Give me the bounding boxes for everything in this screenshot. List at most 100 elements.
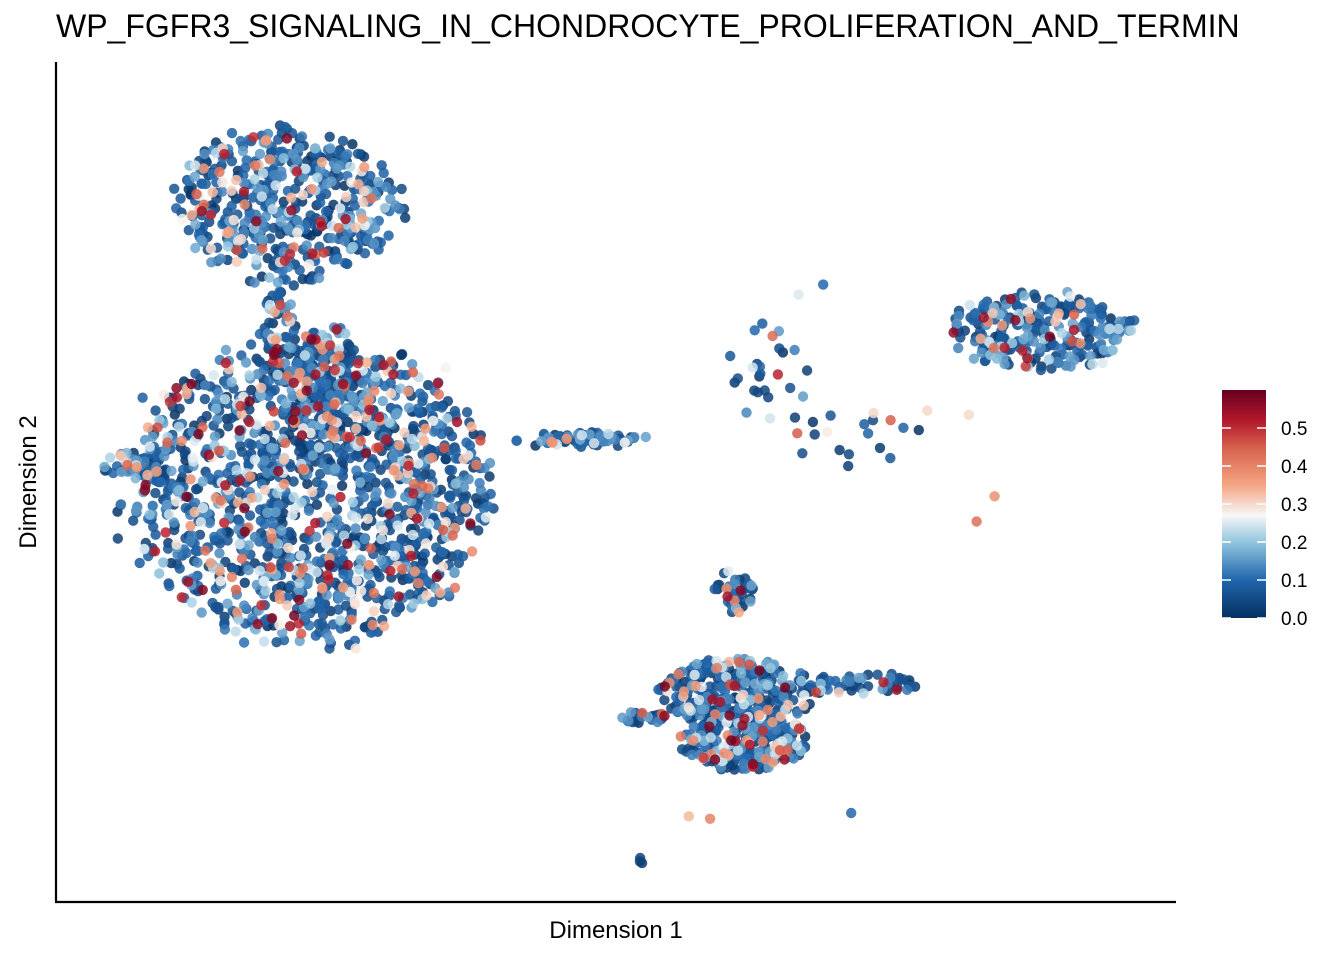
data-point — [288, 280, 299, 291]
data-point — [223, 226, 235, 237]
data-point — [683, 811, 694, 822]
data-point — [160, 527, 171, 538]
data-point — [1085, 300, 1096, 312]
data-point — [296, 430, 308, 441]
data-point — [292, 358, 303, 369]
data-point — [419, 548, 430, 559]
data-point — [698, 752, 709, 763]
data-point — [330, 463, 341, 474]
data-point — [392, 501, 403, 512]
data-point — [357, 377, 368, 389]
data-point — [231, 256, 242, 267]
data-point — [386, 488, 397, 499]
data-point — [294, 594, 305, 605]
data-point — [385, 193, 396, 205]
data-point — [740, 677, 751, 688]
data-point — [363, 559, 375, 571]
data-point — [183, 576, 194, 587]
data-point — [366, 420, 378, 431]
data-point — [335, 623, 347, 634]
data-point — [369, 354, 381, 366]
data-point — [797, 448, 808, 459]
data-point — [181, 491, 192, 502]
data-point — [440, 362, 451, 373]
data-point — [249, 558, 260, 569]
data-point — [953, 310, 964, 321]
data-point — [729, 764, 740, 775]
data-point — [104, 452, 116, 463]
data-point — [988, 342, 999, 354]
data-point — [431, 571, 442, 583]
data-point — [352, 148, 364, 159]
data-point — [280, 274, 291, 285]
data-point — [337, 582, 349, 593]
data-point — [691, 658, 703, 670]
data-point — [447, 502, 458, 514]
data-point — [791, 740, 803, 751]
data-point — [245, 339, 257, 350]
data-point — [258, 636, 270, 647]
data-point — [393, 591, 404, 602]
data-point — [437, 547, 448, 558]
data-point — [241, 155, 252, 166]
data-point — [196, 206, 207, 217]
data-point — [1046, 363, 1057, 374]
data-point — [640, 431, 651, 443]
data-point — [458, 482, 470, 493]
data-point — [331, 163, 342, 174]
data-point — [304, 525, 315, 537]
data-point — [319, 361, 330, 372]
data-point — [350, 523, 361, 534]
data-point — [230, 626, 241, 637]
data-point — [204, 517, 215, 529]
data-point — [203, 449, 215, 460]
data-point — [337, 135, 349, 147]
data-point — [169, 524, 180, 536]
data-point — [617, 712, 628, 723]
data-point — [296, 628, 307, 639]
data-point — [292, 215, 303, 226]
data-point — [137, 392, 148, 403]
data-point — [825, 410, 836, 421]
data-point — [130, 505, 142, 516]
data-point — [778, 670, 789, 682]
data-point — [366, 193, 377, 204]
data-point — [190, 242, 201, 254]
data-point — [303, 574, 314, 585]
data-point — [331, 514, 343, 525]
data-point — [190, 219, 201, 230]
data-point — [417, 567, 428, 579]
data-point — [312, 172, 323, 183]
data-point — [922, 405, 933, 416]
data-point — [686, 749, 698, 761]
data-point — [205, 243, 217, 254]
data-point — [351, 423, 362, 434]
data-point — [355, 554, 366, 565]
data-point — [171, 496, 182, 507]
data-point — [219, 517, 230, 528]
data-point — [214, 548, 225, 559]
data-point — [995, 333, 1007, 344]
data-point — [749, 678, 761, 689]
data-point — [775, 711, 786, 722]
data-point — [273, 134, 284, 145]
data-point — [274, 286, 285, 297]
data-point — [294, 264, 305, 276]
data-point — [198, 163, 209, 174]
data-point — [384, 417, 395, 428]
data-point — [989, 491, 1000, 502]
data-point — [175, 193, 186, 204]
data-point — [971, 516, 982, 527]
data-point — [471, 459, 482, 471]
data-point — [313, 272, 325, 284]
data-point — [243, 540, 254, 551]
data-point — [282, 370, 293, 382]
data-point — [335, 491, 346, 503]
data-point — [226, 185, 237, 196]
data-point — [332, 254, 343, 265]
data-point — [441, 413, 453, 424]
data-point — [226, 571, 238, 583]
data-point — [451, 416, 463, 428]
data-point — [372, 567, 383, 579]
data-point — [774, 745, 786, 756]
